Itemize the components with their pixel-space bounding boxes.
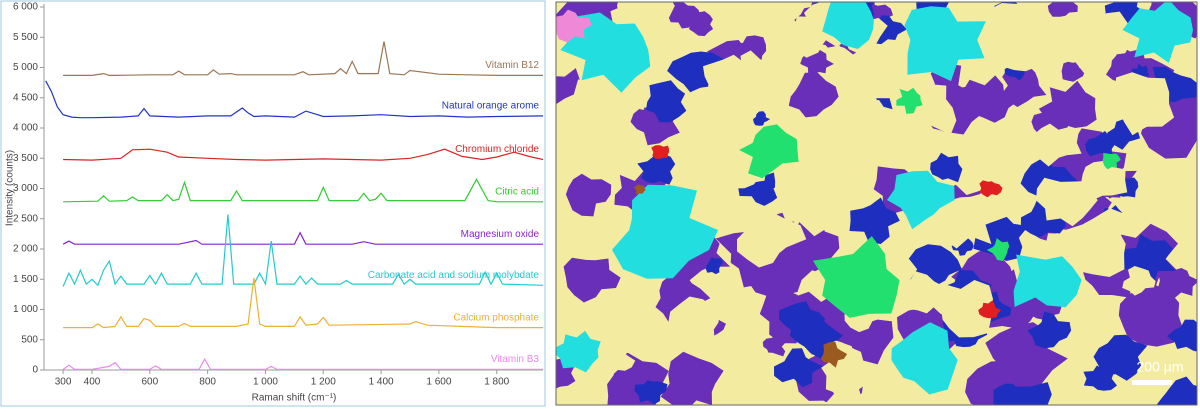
red-phase — [651, 145, 669, 159]
y-tick-label: 2 500 — [13, 213, 38, 224]
y-tick-label: 3 000 — [13, 183, 38, 194]
series-label: Natural orange arome — [442, 101, 540, 112]
x-tick-label: 1 000 — [253, 377, 278, 388]
y-tick-label: 1 500 — [13, 274, 38, 285]
y-tick-label: 2 000 — [13, 244, 38, 255]
y-tick-label: 6 000 — [13, 2, 38, 13]
y-tick-label: 1 000 — [13, 304, 38, 315]
y-tick-label: 4 500 — [13, 92, 38, 103]
y-tick-label: 4 000 — [13, 123, 38, 134]
x-tick-label: 400 — [84, 377, 101, 388]
scale-bar — [1132, 380, 1172, 385]
series-label: Chromium chloride — [455, 144, 539, 155]
y-tick-label: 3 500 — [13, 153, 38, 164]
y-tick-label: 0 — [32, 365, 38, 376]
scale-bar-label: 200 µm — [1137, 359, 1184, 375]
x-tick-label: 600 — [141, 377, 158, 388]
x-tick-label: 1 800 — [484, 377, 509, 388]
chart-frame — [1, 1, 545, 406]
series-label: Vitamin B12 — [485, 60, 539, 71]
y-tick-label: 5 000 — [13, 62, 38, 73]
x-tick-label: 1 600 — [426, 377, 451, 388]
series-label: Carbonate acid and sodium molybdate — [368, 270, 540, 281]
series-label: Vitamin B3 — [491, 354, 540, 365]
y-tick-label: 500 — [21, 334, 38, 345]
x-axis-title: Raman shift (cm⁻¹) — [252, 393, 337, 404]
x-tick-label: 800 — [199, 377, 216, 388]
series-label: Magnesium oxide — [461, 229, 540, 240]
x-tick-label: 1 200 — [311, 377, 336, 388]
x-tick-label: 1 400 — [369, 377, 394, 388]
raman-map — [535, 0, 1200, 408]
series-label: Calcium phosphate — [453, 312, 539, 323]
x-tick-label: 300 — [55, 377, 72, 388]
series-label: Citric acid — [495, 186, 539, 197]
y-tick-label: 5 500 — [13, 32, 38, 43]
